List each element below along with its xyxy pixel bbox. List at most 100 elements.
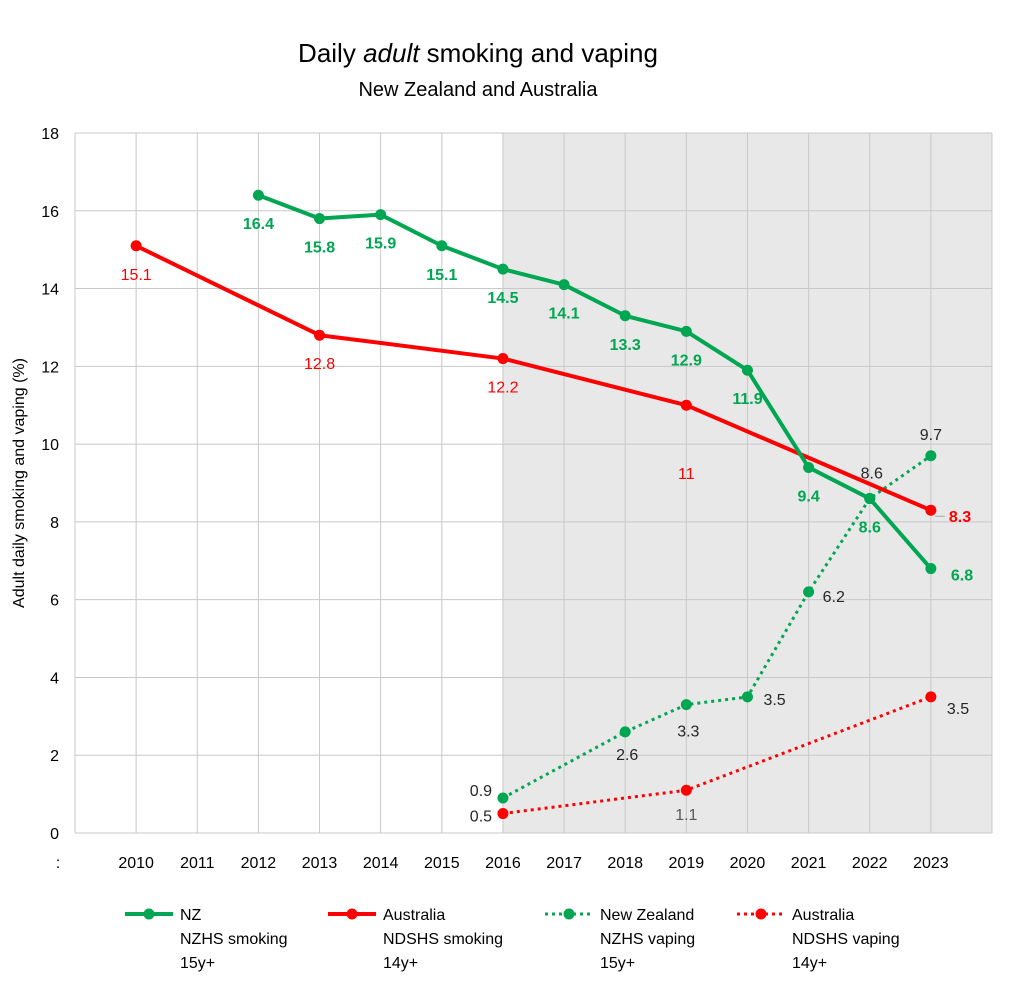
- series-0-point: [436, 240, 448, 252]
- data-label: 13.3: [610, 337, 641, 354]
- y-tick-label: 12: [41, 359, 59, 376]
- data-label: 15.1: [121, 267, 152, 284]
- data-label: 0.9: [470, 783, 492, 800]
- series-1-point: [497, 353, 509, 365]
- series-0-point: [925, 563, 937, 575]
- data-label: 8.3: [949, 509, 971, 526]
- x-axis-extra-label: :: [56, 855, 60, 872]
- y-tick-label: 8: [50, 515, 59, 532]
- x-tick-label: 2019: [669, 855, 705, 872]
- x-tick-label: 2020: [730, 855, 766, 872]
- x-tick-label: 2017: [546, 855, 582, 872]
- legend-swatch-marker: [563, 908, 575, 920]
- plot-area: 0 2 4 6 8 10 12 14 16 18 2010 2011 2012 2013 2014 2015 2…: [41, 126, 993, 872]
- data-label: 16.4: [243, 216, 274, 233]
- series-1-point: [925, 504, 937, 516]
- series-3-point: [925, 691, 937, 703]
- x-tick-label: 2012: [241, 855, 277, 872]
- series-2-point: [741, 691, 753, 703]
- legend-label: 14y+: [383, 955, 418, 972]
- y-tick-label: 2: [50, 748, 59, 765]
- series-0-point: [741, 364, 753, 376]
- x-tick-label: 2022: [852, 855, 888, 872]
- data-label: 2.6: [616, 747, 638, 764]
- chart-title: Daily adult smoking and vaping: [298, 38, 658, 68]
- legend-item-1: Australia NDSHS smoking 14y+: [328, 907, 503, 972]
- chart-subtitle: New Zealand and Australia: [358, 79, 598, 101]
- data-label: 6.8: [951, 568, 973, 585]
- data-label: 8.6: [861, 466, 883, 483]
- legend-label: 15y+: [600, 955, 635, 972]
- data-label: 3.5: [763, 692, 785, 709]
- series-2-point: [497, 792, 509, 804]
- y-axis-label: Adult daily smoking and vaping (%): [11, 358, 28, 608]
- data-label: 12.2: [487, 380, 518, 397]
- x-tick-label: 2010: [118, 855, 154, 872]
- data-label: 1.1: [675, 807, 697, 824]
- data-label: 9.7: [920, 427, 942, 444]
- y-tick-label: 4: [50, 670, 59, 687]
- series-1-point: [314, 329, 326, 341]
- legend-label: Australia: [383, 907, 445, 924]
- data-label: 12.8: [304, 356, 335, 373]
- series-0-point: [252, 189, 264, 201]
- y-tick-label: 16: [41, 204, 59, 221]
- legend-label: 15y+: [180, 955, 215, 972]
- series-2-point: [619, 726, 631, 738]
- legend-item-0: NZ NZHS smoking 15y+: [125, 907, 288, 972]
- x-tick-label: 2011: [180, 855, 215, 872]
- y-tick-label: 6: [50, 593, 59, 610]
- legend-swatch-marker: [755, 908, 767, 920]
- series-2-point: [680, 699, 692, 711]
- series-0-point: [497, 263, 509, 275]
- data-label: 6.2: [823, 589, 845, 606]
- data-label: 9.4: [797, 488, 819, 505]
- series-0-point: [375, 209, 387, 221]
- legend-label: NDSHS vaping: [792, 931, 900, 948]
- legend-label: Australia: [792, 907, 854, 924]
- legend-label: NZHS vaping: [600, 931, 695, 948]
- data-label: 11: [678, 466, 695, 483]
- legend-swatch-marker: [143, 908, 155, 920]
- chart-title-part-1: Daily: [298, 38, 363, 68]
- data-label: 0.5: [470, 809, 492, 826]
- data-label: 3.5: [947, 701, 969, 718]
- data-label: 15.8: [304, 240, 335, 257]
- y-tick-label: 0: [50, 826, 59, 843]
- series-0-line: [257, 193, 933, 570]
- x-tick-label: 2023: [913, 855, 949, 872]
- data-label: 15.9: [365, 236, 396, 253]
- x-tick-label: 2018: [607, 855, 643, 872]
- data-label: 12.9: [671, 352, 702, 369]
- data-label: 8.6: [859, 520, 881, 537]
- x-tick-label: 2014: [363, 855, 399, 872]
- data-label: 3.3: [677, 724, 699, 741]
- data-label: 14.5: [487, 290, 518, 307]
- series-0-point: [864, 493, 876, 505]
- series-0-point: [314, 213, 326, 225]
- chart-title-part-3: smoking and vaping: [419, 38, 657, 68]
- data-label: 15.1: [426, 267, 457, 284]
- legend-label: NDSHS smoking: [383, 931, 503, 948]
- legend-label: NZHS smoking: [180, 931, 288, 948]
- series-0-point: [558, 279, 570, 291]
- series-2-point: [925, 450, 937, 462]
- legend-label: 14y+: [792, 955, 827, 972]
- x-tick-label: 2021: [791, 855, 827, 872]
- series-2-point: [803, 586, 815, 598]
- x-tick-label: 2015: [424, 855, 460, 872]
- y-tick-label: 10: [41, 437, 59, 454]
- series-0-point: [803, 461, 815, 473]
- chart-title-part-2: adult: [363, 38, 421, 68]
- legend-item-3: Australia NDSHS vaping 14y+: [737, 907, 900, 972]
- series-0-point: [619, 310, 631, 322]
- series-3-point: [680, 784, 692, 796]
- legend-label: New Zealand: [600, 907, 694, 924]
- series-1-point: [130, 240, 142, 252]
- y-tick-label: 18: [41, 126, 59, 143]
- legend-label: NZ: [180, 907, 202, 924]
- x-tick-label: 2016: [485, 855, 521, 872]
- series-0-point: [680, 325, 692, 337]
- series-3-point: [497, 808, 509, 820]
